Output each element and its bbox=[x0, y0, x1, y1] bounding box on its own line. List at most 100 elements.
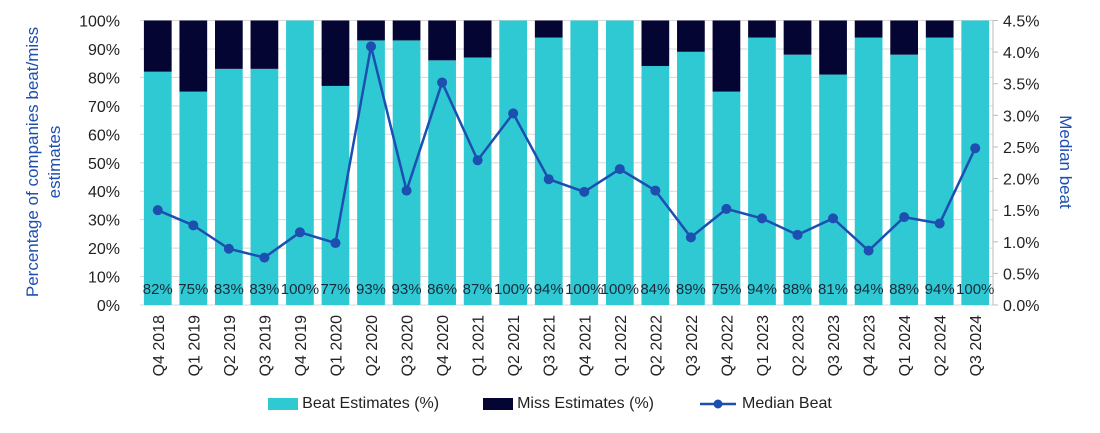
bar-beat bbox=[925, 37, 954, 305]
y2-tick-label: 3.0% bbox=[1003, 108, 1039, 125]
median-beat-point bbox=[650, 185, 661, 196]
data-label: 77% bbox=[320, 281, 350, 298]
bar-beat bbox=[286, 20, 314, 305]
x-tick-label: Q2 2019 bbox=[222, 315, 239, 376]
x-tick-label: Q2 2022 bbox=[648, 315, 665, 376]
legend-label-miss: Miss Estimates (%) bbox=[517, 395, 654, 412]
bar-beat bbox=[712, 91, 741, 305]
x-tick-label: Q1 2020 bbox=[328, 315, 345, 376]
x-tick-label: Q4 2018 bbox=[151, 315, 168, 376]
x-tick-label: Q3 2022 bbox=[684, 315, 701, 376]
median-beat-point bbox=[614, 164, 625, 175]
bar-beat bbox=[250, 68, 279, 306]
y2-tick-label: 3.5% bbox=[1003, 77, 1039, 94]
bar-beat bbox=[677, 51, 705, 305]
bar-miss bbox=[534, 20, 563, 38]
median-beat-point bbox=[899, 212, 910, 223]
median-beat-point bbox=[294, 227, 305, 238]
bar-beat bbox=[890, 54, 919, 305]
y2-tick-label: 4.5% bbox=[1003, 14, 1039, 31]
median-beat-point bbox=[188, 220, 199, 231]
data-label: 83% bbox=[249, 281, 279, 298]
x-tick-label: Q4 2023 bbox=[862, 315, 879, 376]
data-label: 93% bbox=[356, 281, 386, 298]
y-tick-label: 20% bbox=[88, 241, 120, 258]
legend-swatch-miss bbox=[483, 398, 514, 410]
data-label: 75% bbox=[711, 281, 741, 298]
y-tick-label: 100% bbox=[79, 14, 120, 31]
data-label: 84% bbox=[640, 281, 670, 298]
median-beat-point bbox=[330, 238, 341, 249]
x-tick-label: Q1 2024 bbox=[897, 315, 914, 376]
bar-miss bbox=[357, 20, 385, 41]
x-tick-label: Q3 2021 bbox=[542, 315, 559, 376]
data-label: 81% bbox=[818, 281, 848, 298]
bar-beat bbox=[783, 54, 812, 305]
legend-item-median: Median Beat bbox=[698, 395, 832, 413]
y-tick-label: 50% bbox=[88, 156, 120, 173]
x-tick-label: Q3 2020 bbox=[400, 315, 417, 376]
bar-miss bbox=[677, 20, 705, 52]
x-tick-label: Q4 2022 bbox=[719, 315, 736, 376]
bar-beat bbox=[463, 57, 492, 305]
x-tick-label: Q3 2023 bbox=[826, 315, 843, 376]
median-beat-point bbox=[970, 143, 981, 154]
y2-tick-label: 0.5% bbox=[1003, 266, 1039, 283]
y2-axis-title: Median beat bbox=[1056, 115, 1075, 209]
y2-tick-label: 1.0% bbox=[1003, 235, 1039, 252]
bar-miss bbox=[890, 20, 919, 55]
bar-beat bbox=[428, 60, 456, 305]
x-tick-label: Q3 2024 bbox=[968, 315, 985, 376]
data-label: 94% bbox=[747, 281, 777, 298]
bar-beat bbox=[179, 91, 208, 305]
y2-tick-label: 4.0% bbox=[1003, 45, 1039, 62]
bar-miss bbox=[819, 20, 847, 75]
x-tick-label: Q1 2021 bbox=[471, 315, 488, 376]
data-label: 87% bbox=[463, 281, 493, 298]
bar-beat bbox=[748, 37, 776, 305]
bar-beat bbox=[357, 40, 385, 305]
y2-tick-label: 0.0% bbox=[1003, 298, 1039, 315]
x-tick-label: Q2 2023 bbox=[791, 315, 808, 376]
data-label: 94% bbox=[534, 281, 564, 298]
data-label: 88% bbox=[783, 281, 813, 298]
x-tick-label: Q1 2023 bbox=[755, 315, 772, 376]
y-tick-label: 30% bbox=[88, 213, 120, 230]
bar-miss bbox=[392, 20, 421, 41]
median-beat-point bbox=[934, 218, 945, 229]
x-tick-label: Q1 2019 bbox=[186, 315, 203, 376]
bar-beat bbox=[143, 71, 172, 306]
y-tick-label: 0% bbox=[97, 298, 120, 315]
legend-item-beat: Beat Estimates (%) bbox=[268, 395, 439, 413]
data-label: 100% bbox=[281, 281, 319, 298]
x-tick-label: Q4 2019 bbox=[293, 315, 310, 376]
median-beat-point bbox=[437, 77, 448, 88]
x-tick-label: Q2 2021 bbox=[506, 315, 523, 376]
bar-miss bbox=[179, 20, 208, 92]
legend-label-beat: Beat Estimates (%) bbox=[302, 395, 440, 412]
median-beat-point bbox=[792, 229, 803, 240]
bar-beat bbox=[392, 40, 421, 305]
median-beat-point bbox=[721, 203, 732, 214]
bar-miss bbox=[463, 20, 492, 58]
x-tick-label: Q1 2022 bbox=[613, 315, 630, 376]
median-beat-point bbox=[223, 243, 234, 254]
y-tick-label: 90% bbox=[88, 42, 120, 59]
data-label: 88% bbox=[889, 281, 919, 298]
legend: Beat Estimates (%) Miss Estimates (%) Me… bbox=[0, 395, 1100, 413]
bar-miss bbox=[428, 20, 456, 61]
bar-beat bbox=[819, 74, 847, 306]
data-label: 82% bbox=[143, 281, 173, 298]
bar-miss bbox=[925, 20, 954, 38]
bar-beat bbox=[605, 20, 634, 305]
data-label: 93% bbox=[392, 281, 422, 298]
data-label: 94% bbox=[854, 281, 884, 298]
legend-item-miss: Miss Estimates (%) bbox=[483, 395, 654, 413]
bar-miss bbox=[854, 20, 883, 38]
data-label: 100% bbox=[494, 281, 532, 298]
bar-miss bbox=[641, 20, 670, 67]
legend-label-median: Median Beat bbox=[742, 395, 832, 412]
data-label: 100% bbox=[601, 281, 639, 298]
data-label: 83% bbox=[214, 281, 244, 298]
